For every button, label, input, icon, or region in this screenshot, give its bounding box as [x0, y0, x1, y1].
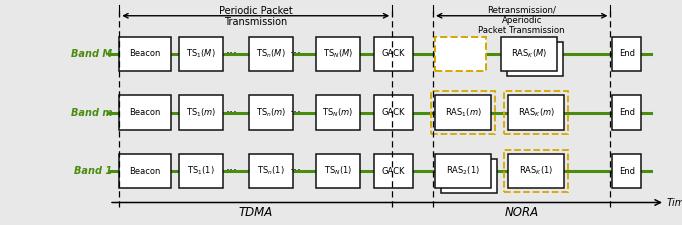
Text: ···: ···	[289, 164, 301, 178]
Text: Periodic Packet
Transmission: Periodic Packet Transmission	[219, 6, 293, 27]
Text: TS$_1$($\it{m}$): TS$_1$($\it{m}$)	[186, 106, 216, 119]
Bar	[316, 95, 360, 130]
Text: GACK: GACK	[382, 166, 405, 176]
Bar	[435, 95, 491, 130]
Text: Retransmission/
Aperiodic
Packet Transmission: Retransmission/ Aperiodic Packet Transmi…	[478, 6, 565, 35]
Text: TS$_N$($\it{M}$): TS$_N$($\it{M}$)	[323, 48, 353, 60]
Text: TS$_1$(1): TS$_1$(1)	[187, 165, 215, 177]
Text: TS$_n$(1): TS$_n$(1)	[257, 165, 285, 177]
Bar	[179, 153, 223, 189]
Bar	[179, 36, 223, 72]
Text: RAS$_1$($\it{m}$): RAS$_1$($\it{m}$)	[445, 106, 481, 119]
Text: NORA: NORA	[505, 206, 539, 219]
Bar	[508, 95, 564, 130]
Bar	[374, 95, 413, 130]
Bar	[612, 95, 641, 130]
Bar	[504, 92, 568, 134]
Text: End: End	[619, 108, 635, 117]
Bar	[501, 36, 557, 72]
Text: ···: ···	[226, 47, 238, 61]
Bar	[612, 153, 641, 189]
Text: RAS$_K$($\it{M}$): RAS$_K$($\it{M}$)	[512, 48, 547, 60]
Text: TS$_1$($\it{M}$): TS$_1$($\it{M}$)	[186, 48, 216, 60]
Bar	[431, 92, 495, 134]
Bar	[612, 36, 641, 72]
Bar	[435, 153, 491, 189]
Text: TDMA: TDMA	[239, 206, 273, 219]
Bar	[249, 95, 293, 130]
Text: ···: ···	[289, 47, 301, 61]
Bar	[316, 36, 360, 72]
Text: ···: ···	[289, 106, 301, 119]
Text: ···: ···	[226, 106, 238, 119]
Bar	[316, 153, 360, 189]
Text: RAS$_K$(1): RAS$_K$(1)	[519, 165, 553, 177]
Text: TS$_N$($\it{m}$): TS$_N$($\it{m}$)	[323, 106, 353, 119]
Text: RAS$_2$(1): RAS$_2$(1)	[446, 165, 480, 177]
Bar	[249, 153, 293, 189]
Text: TS$_N$(1): TS$_N$(1)	[324, 165, 352, 177]
Text: TS$_n$($\it{m}$): TS$_n$($\it{m}$)	[256, 106, 286, 119]
Text: Band M: Band M	[72, 49, 113, 59]
Bar	[374, 153, 413, 189]
Bar	[119, 95, 170, 130]
Bar	[119, 36, 170, 72]
Text: Beacon: Beacon	[129, 108, 161, 117]
Text: GACK: GACK	[382, 50, 405, 58]
Text: TS$_n$($\it{M}$): TS$_n$($\it{M}$)	[256, 48, 286, 60]
Bar	[374, 36, 413, 72]
Bar	[507, 42, 563, 76]
Bar	[119, 153, 170, 189]
Bar	[435, 36, 486, 72]
Text: Beacon: Beacon	[129, 50, 161, 58]
Text: RAS$_K$($\it{m}$): RAS$_K$($\it{m}$)	[518, 106, 554, 119]
Text: GACK: GACK	[382, 108, 405, 117]
Bar	[441, 158, 497, 194]
Text: Band m: Band m	[71, 108, 113, 117]
Text: ···: ···	[226, 164, 238, 178]
Text: Band 1: Band 1	[74, 166, 113, 176]
Text: Beacon: Beacon	[129, 166, 161, 176]
Text: End: End	[619, 166, 635, 176]
Text: Time: Time	[667, 198, 682, 207]
Text: End: End	[619, 50, 635, 58]
Bar	[249, 36, 293, 72]
Bar	[504, 150, 568, 192]
Bar	[179, 95, 223, 130]
Bar	[508, 153, 564, 189]
